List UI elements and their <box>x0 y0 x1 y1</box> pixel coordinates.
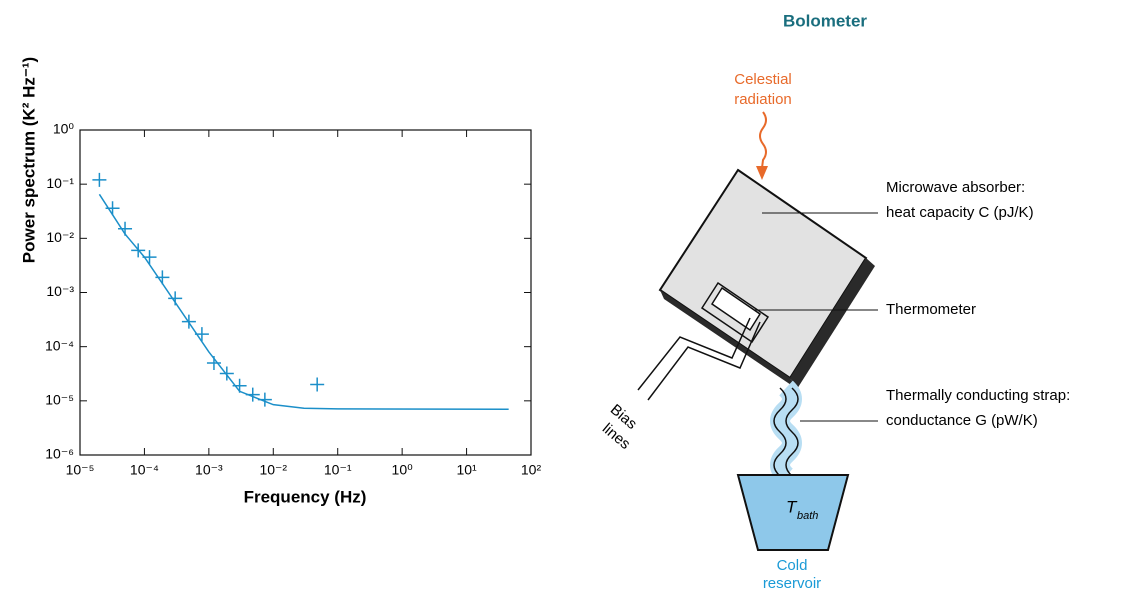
celestial-label: Celestial <box>734 71 792 88</box>
y-tick-label: 10⁻⁶ <box>45 446 74 462</box>
data-point <box>155 270 170 285</box>
x-tick-label: 10⁻⁵ <box>66 462 95 478</box>
x-tick-label: 10¹ <box>456 462 477 478</box>
absorber-label: Microwave absorber: <box>886 179 1025 196</box>
t-bath-sub: bath <box>797 510 818 522</box>
data-point <box>310 377 325 392</box>
plot-frame <box>79 129 532 456</box>
reservoir-label: Cold <box>777 557 808 574</box>
strap <box>773 387 787 477</box>
absorber-side <box>790 258 875 389</box>
data-point <box>168 291 183 306</box>
strap-label: Thermally conducting strap: <box>886 387 1070 404</box>
data-point <box>92 172 107 187</box>
y-tick-label: 10⁻⁵ <box>45 392 74 408</box>
bias-wires <box>637 317 761 401</box>
x-axis-label: Frequency (Hz) <box>244 487 367 506</box>
absorber-label: heat capacity C (pJ/K) <box>886 204 1034 221</box>
y-tick-label: 10⁻⁴ <box>45 337 74 353</box>
data-point <box>131 243 146 258</box>
x-tick-label: 10⁻² <box>259 462 287 478</box>
x-tick-label: 10² <box>521 462 542 478</box>
data-point <box>206 355 221 370</box>
y-tick-label: 10⁻¹ <box>46 175 74 191</box>
y-tick-label: 10⁻² <box>46 229 74 245</box>
radiation-arrow <box>759 111 767 169</box>
data-point <box>142 250 157 265</box>
data-point <box>219 366 234 381</box>
arrow-head <box>756 166 768 180</box>
data-point <box>194 327 209 342</box>
data-point <box>181 314 196 329</box>
absorber-edge <box>660 290 797 389</box>
reservoir-label: reservoir <box>763 575 821 592</box>
thermometer <box>710 286 762 332</box>
thermometer-label: Thermometer <box>886 301 976 318</box>
y-tick-label: 10⁰ <box>53 121 75 137</box>
strap-label: conductance G (pW/K) <box>886 412 1038 429</box>
x-tick-label: 10⁻¹ <box>324 462 352 478</box>
strap-glow <box>770 380 802 484</box>
x-tick-label: 10⁰ <box>392 462 414 478</box>
data-point <box>105 201 120 216</box>
reservoir <box>736 474 850 551</box>
diagram-title: Bolometer <box>783 11 867 30</box>
celestial-label: radiation <box>734 91 792 108</box>
absorber <box>658 168 868 380</box>
strap <box>785 387 799 477</box>
x-tick-label: 10⁻³ <box>195 462 223 478</box>
y-tick-label: 10⁻³ <box>46 283 74 299</box>
data-point <box>118 221 133 236</box>
data-point <box>257 392 272 407</box>
x-tick-label: 10⁻⁴ <box>130 462 159 478</box>
data-point <box>245 387 260 402</box>
data-point <box>232 378 247 393</box>
y-axis-label: Power spectrum (K² Hz⁻¹) <box>19 57 38 263</box>
fit-line <box>98 193 509 410</box>
t-bath: T <box>786 497 798 516</box>
